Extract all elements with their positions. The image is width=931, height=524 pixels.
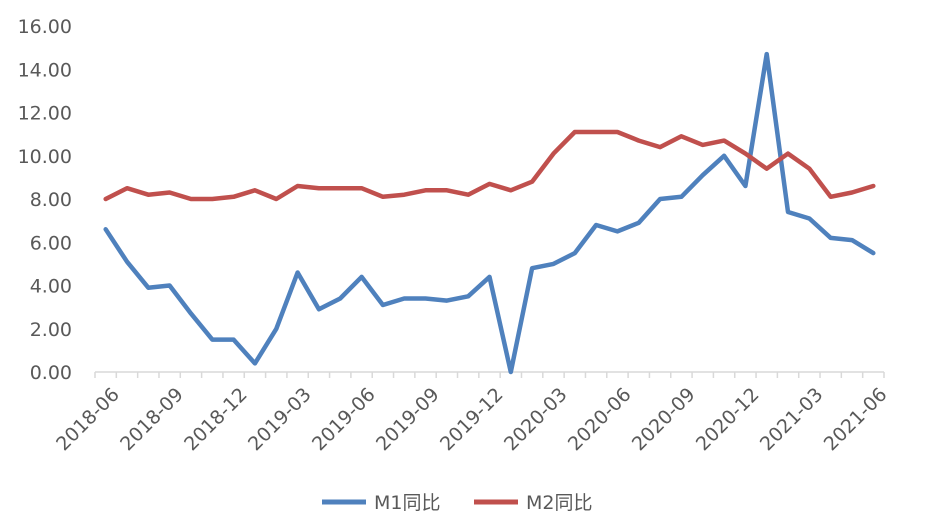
y-tick-label: 16.00	[18, 16, 72, 38]
y-tick-label: 6.00	[30, 232, 72, 254]
y-tick-label: 8.00	[30, 189, 72, 211]
x-tick-label: 2021-06	[820, 384, 892, 456]
legend-label-m2: M2同比	[526, 492, 592, 514]
y-tick-label: 2.00	[30, 319, 72, 341]
x-tick-label: 2018-06	[52, 384, 124, 456]
y-tick-label: 12.00	[18, 103, 72, 125]
x-tick-label: 2020-12	[692, 384, 764, 456]
x-tick-label: 2020-03	[500, 384, 572, 456]
series-line-m1	[103, 51, 876, 375]
series-line-m2	[103, 129, 876, 202]
x-tick-label: 2020-06	[564, 384, 636, 456]
series-layer	[103, 51, 876, 375]
x-tick-label: 2020-09	[628, 384, 700, 456]
y-tick-label: 10.00	[18, 146, 72, 168]
x-tick-label: 2019-03	[244, 384, 316, 456]
x-tick-label: 2019-12	[436, 384, 508, 456]
x-tick-label: 2018-09	[116, 384, 188, 456]
y-tick-label: 4.00	[30, 276, 72, 298]
x-axis: 2018-062018-092018-122019-032019-062019-…	[52, 371, 892, 456]
x-tick-label: 2021-03	[756, 384, 828, 456]
y-tick-label: 14.00	[18, 59, 72, 81]
x-tick-label: 2019-09	[372, 384, 444, 456]
x-tick-label: 2019-06	[308, 384, 380, 456]
legend: M1同比 M2同比	[322, 492, 592, 514]
legend-label-m1: M1同比	[374, 492, 440, 514]
x-tick-label: 2018-12	[180, 384, 252, 456]
y-axis: 0.00 2.00 4.00 6.00 8.00 10.00 12.00 14.00 16.00	[18, 16, 72, 384]
y-tick-label: 0.00	[30, 362, 72, 384]
